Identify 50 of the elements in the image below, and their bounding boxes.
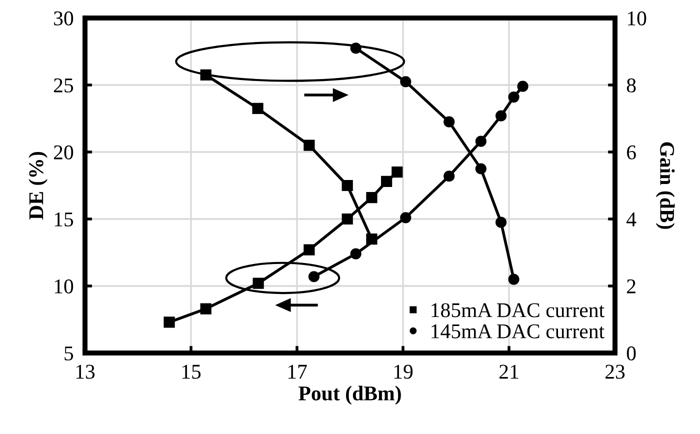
y2-axis-title: Gain (dB) <box>656 142 675 229</box>
y2-tick-label: 2 <box>627 279 636 294</box>
y2-tick-label: 10 <box>628 11 646 26</box>
y2-tick-label: 0 <box>626 346 636 360</box>
point <box>400 212 412 224</box>
y-tick-label: 20 <box>54 145 74 160</box>
point <box>495 110 507 122</box>
y-axis-title: DE (%) <box>28 152 48 220</box>
point <box>475 136 486 147</box>
y2-tick-label: 6 <box>627 145 636 160</box>
legend-label: 185mA DAC current <box>432 303 604 318</box>
point <box>350 248 362 260</box>
point <box>495 216 507 228</box>
point <box>342 213 353 225</box>
point <box>366 234 378 245</box>
point <box>304 140 315 151</box>
point <box>517 80 528 92</box>
point <box>392 166 403 178</box>
point <box>400 76 412 88</box>
y-tick-label: 30 <box>54 11 74 26</box>
point <box>200 303 212 314</box>
legend-label: 145mA DAC current <box>432 324 604 338</box>
point <box>342 180 353 192</box>
y-tick-label: 5 <box>64 346 74 360</box>
point <box>350 42 362 54</box>
x-tick-label: 21 <box>500 364 518 379</box>
x-tick-label: 15 <box>182 364 201 379</box>
point <box>508 274 520 285</box>
point <box>200 69 212 81</box>
point <box>444 116 455 128</box>
y2-tick-label: 4 <box>626 212 636 226</box>
point <box>252 102 264 114</box>
y-tick-label: 15 <box>54 212 74 226</box>
point <box>444 170 455 182</box>
point <box>366 192 378 204</box>
point <box>508 92 520 103</box>
point <box>304 244 315 256</box>
x-tick-label: 13 <box>76 364 95 379</box>
point <box>164 316 175 328</box>
x-tick-label: 23 <box>606 364 625 379</box>
y-tick-label: 25 <box>54 78 74 92</box>
point <box>308 271 320 282</box>
point <box>475 163 486 174</box>
y-tick-label: 10 <box>54 279 74 294</box>
point <box>252 278 264 289</box>
x-tick-label: 19 <box>394 364 413 379</box>
x-tick-label: 17 <box>288 364 307 379</box>
x-axis-title: Pout (dBm) <box>298 386 401 405</box>
point <box>381 176 392 188</box>
y2-tick-label: 8 <box>626 78 636 92</box>
